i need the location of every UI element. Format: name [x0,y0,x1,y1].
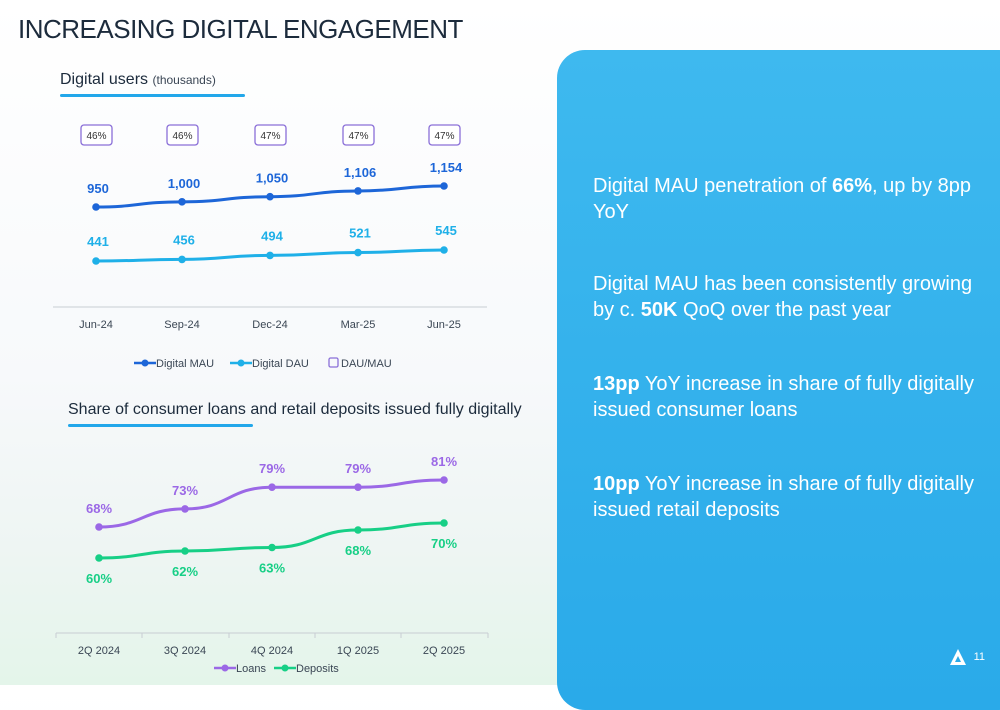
deposits-data-label: 68% [345,543,371,558]
page-number: 11 [973,651,985,663]
deposits-data-label: 60% [86,571,112,586]
dau-point [354,248,362,257]
dau-legend-marker [237,359,245,367]
deposits-line [98,521,445,560]
highlight-2-pre: Digital MAU has been consistently growin… [593,273,973,321]
dau-mau-ratio-label: 46% [86,131,106,142]
highlight-4: 10pp YoY increase in share of fully digi… [593,471,983,523]
dau-mau-ratio-label: 47% [434,131,454,142]
x-tick-label: 3Q 2024 [164,645,206,657]
mau-point [178,198,186,206]
highlights-panel [557,50,1000,710]
x-tick-label: Dec-24 [252,319,287,331]
dau-data-label: 456 [173,232,195,247]
page-title: INCREASING DIGITAL ENGAGEMENT [18,14,463,44]
loans-data-label: 81% [431,454,457,469]
loans-data-label: 73% [172,483,198,498]
dau-point [440,246,448,254]
dau-mau-ratio-label: 47% [348,131,368,142]
mau-data-label: 1,050 [256,171,289,186]
deposits-data-label: 63% [259,561,285,576]
x-tick-label: Jun-25 [427,319,461,331]
x-tick-label: 2Q 2024 [78,645,120,657]
digital-users-chart: Jun-24 Sep-24 Dec-24 Mar-25 Jun-25 950 1,000 1,… [53,124,487,370]
deposits-legend-label: Deposits [296,663,339,675]
highlight-2-post: QoQ over the past year [677,299,891,321]
loans-data-label: 79% [345,461,371,476]
dau-mau-ratio-box [166,124,199,146]
dau-point [266,251,274,260]
mau-data-label: 950 [87,181,109,196]
loans-point [95,523,103,531]
chart1-title: Digital users (thousands) [60,71,216,89]
dau-point [92,257,100,265]
highlight-2: Digital MAU has been consistently growin… [593,271,983,323]
x-tick-label: 2Q 2025 [423,645,465,657]
chart2-title-underline [68,424,253,427]
highlight-3-post: YoY increase in share of fully digitally… [593,373,974,421]
loans-data-label: 79% [259,461,285,476]
dau-point [178,255,186,264]
mau-legend-label: Digital MAU [156,358,214,370]
loans-point [181,505,189,513]
dau-mau-legend-marker [328,357,339,368]
x-tick-label: Sep-24 [164,319,199,331]
deposits-legend-marker [281,664,289,672]
dau-data-label: 494 [261,228,283,243]
highlight-1: Digital MAU penetration of 66%, up by 8p… [593,173,983,225]
deposits-point [268,543,276,552]
mau-point [92,203,100,211]
dau-data-label: 441 [87,234,109,249]
highlight-4-post: YoY increase in share of fully digitally… [593,473,974,521]
chart1-title-text: Digital users [60,71,149,88]
highlight-1-pre: Digital MAU penetration of [593,175,833,197]
loans-legend-label: Loans [236,663,266,675]
mau-data-label: 1,106 [344,165,377,180]
dau-data-label: 545 [435,223,457,238]
loans-point [440,476,448,484]
deposits-point [181,547,189,555]
highlight-4-bold: 10pp [593,473,640,495]
company-logo-icon [950,649,966,665]
dau-mau-ratio-box [254,124,287,146]
dau-mau-ratio-box [342,124,375,146]
loans-point [268,483,276,492]
highlight-3: 13pp YoY increase in share of fully digi… [593,371,983,423]
x-tick-label: Mar-25 [341,319,376,331]
dau-mau-legend-label: DAU/MAU [341,358,392,370]
digital-share-chart: 2Q 2024 3Q 2024 4Q 2024 1Q 2025 2Q 2025 68% 73… [55,454,489,675]
dau-legend-label: Digital DAU [252,358,309,370]
highlight-2-bold: 50K [640,299,678,321]
dau-mau-ratio-box [428,124,461,146]
loans-data-label: 68% [86,501,112,516]
dau-mau-ratio-label: 46% [172,131,192,142]
dau-mau-ratio-box [80,124,113,146]
chart1-title-underline [60,94,245,97]
highlight-3-bold: 13pp [593,373,640,395]
deposits-data-label: 62% [172,564,198,579]
x-tick-label: 1Q 2025 [337,645,379,657]
mau-legend-marker [141,359,149,367]
deposits-point [354,526,362,534]
loans-legend-marker [221,664,229,672]
chart2-title: Share of consumer loans and retail depos… [68,401,522,418]
deposits-data-label: 70% [431,536,457,551]
mau-point [440,182,448,190]
mau-data-label: 1,000 [168,176,201,191]
deposits-point [440,519,448,527]
mau-point [266,192,274,201]
highlight-1-bold: 66% [832,175,873,197]
chart1-subtitle: (thousands) [152,73,216,87]
loans-point [354,483,362,492]
mau-point [354,187,362,195]
x-tick-label: Jun-24 [79,319,113,331]
x-tick-label: 4Q 2024 [251,645,293,657]
mau-data-label: 1,154 [430,160,463,175]
highlight-1-post: , up by 8pp YoY [593,175,972,223]
dau-mau-ratio-label: 47% [260,131,280,142]
deposits-point [95,554,103,562]
dau-data-label: 521 [349,226,371,241]
